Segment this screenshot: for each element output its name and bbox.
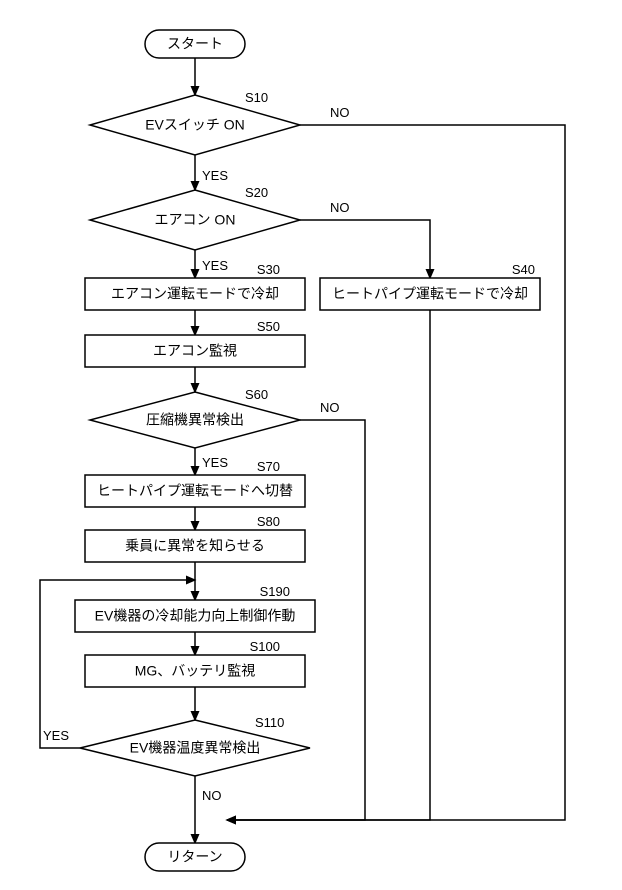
start-label: スタート <box>167 36 223 52</box>
node-s60: 圧縮機異常検出 S60 <box>90 387 300 448</box>
s60-no-label: NO <box>320 400 340 415</box>
s10-yes-label: YES <box>202 168 228 183</box>
s70-step: S70 <box>257 459 280 474</box>
s110-yes-label: YES <box>43 728 69 743</box>
s110-step: S110 <box>255 715 284 730</box>
s10-no-label: NO <box>330 105 350 120</box>
return-label: リターン <box>167 849 222 865</box>
s40-step: S40 <box>512 262 535 277</box>
s60-label: 圧縮機異常検出 <box>146 412 244 428</box>
node-s10: EVスイッチ ON S10 <box>90 90 300 155</box>
s100-step: S100 <box>250 639 280 654</box>
s40-label: ヒートパイプ運転モードで冷却 <box>332 286 528 302</box>
s30-label: エアコン運転モードで冷却 <box>111 286 279 302</box>
s190-label: EV機器の冷却能力向上制御作動 <box>95 608 296 624</box>
s20-label: エアコン ON <box>155 212 236 228</box>
s20-step: S20 <box>245 185 268 200</box>
s190-step: S190 <box>260 584 290 599</box>
flowchart-canvas: スタート EVスイッチ ON S10 YES NO エアコン ON S20 YE… <box>0 0 622 890</box>
s70-label: ヒートパイプ運転モードへ切替 <box>97 483 293 499</box>
s110-label: EV機器温度異常検出 <box>130 740 261 756</box>
node-return: リターン <box>145 843 245 871</box>
node-start: スタート <box>145 30 245 58</box>
s10-step: S10 <box>245 90 268 105</box>
edge-s20-no <box>300 220 430 278</box>
s60-step: S60 <box>245 387 268 402</box>
s80-label: 乗員に異常を知らせる <box>125 538 265 554</box>
s50-label: エアコン監視 <box>153 343 237 359</box>
s30-step: S30 <box>257 262 280 277</box>
s100-label: MG、バッテリ監視 <box>135 663 256 679</box>
node-s20: エアコン ON S20 <box>90 185 300 250</box>
s60-yes-label: YES <box>202 455 228 470</box>
node-s110: EV機器温度異常検出 S110 <box>80 715 310 776</box>
s110-no-label: NO <box>202 788 222 803</box>
s80-step: S80 <box>257 514 280 529</box>
s20-yes-label: YES <box>202 258 228 273</box>
s20-no-label: NO <box>330 200 350 215</box>
s50-step: S50 <box>257 319 280 334</box>
s10-label: EVスイッチ ON <box>145 117 245 133</box>
